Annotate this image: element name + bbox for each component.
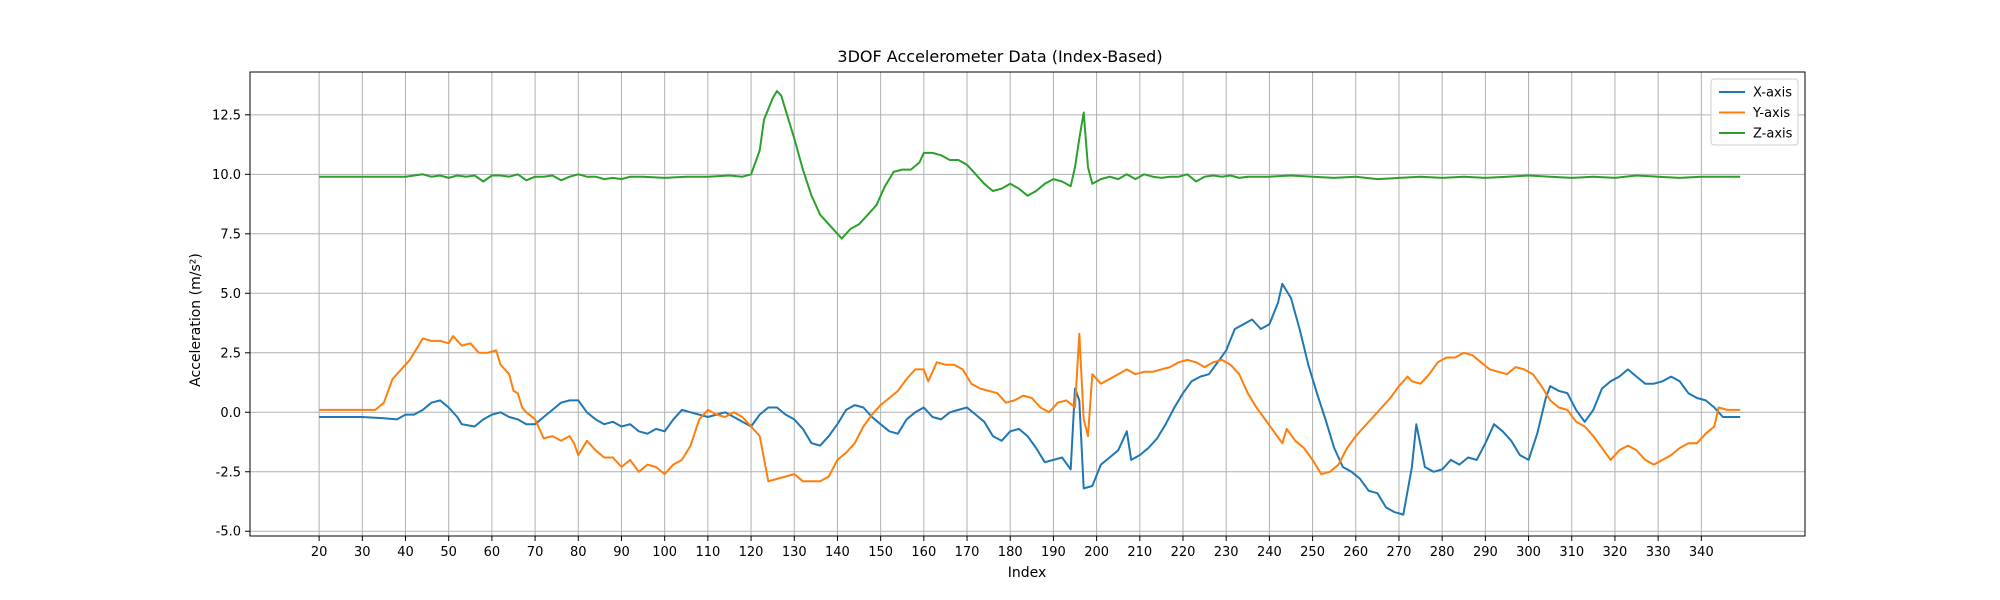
x-tick-label: 260 xyxy=(1343,545,1368,560)
y-tick-label: -2.5 xyxy=(216,465,241,480)
y-tick-label: -5.0 xyxy=(216,525,241,540)
x-tick-label: 250 xyxy=(1300,545,1325,560)
x-tick-label: 240 xyxy=(1257,545,1282,560)
series-line-z-axis xyxy=(319,90,1741,240)
x-tick-label: 330 xyxy=(1646,545,1671,560)
x-tick-label: 80 xyxy=(570,545,587,560)
x-tick-label: 60 xyxy=(484,545,501,560)
x-tick-label: 230 xyxy=(1214,545,1239,560)
x-tick-label: 220 xyxy=(1171,545,1196,560)
legend-label: Z-axis xyxy=(1753,127,1793,142)
x-tick-label: 130 xyxy=(782,545,807,560)
x-tick-label: 200 xyxy=(1084,545,1109,560)
legend-label: Y-axis xyxy=(1752,106,1790,121)
x-tick-label: 340 xyxy=(1689,545,1714,560)
x-tick-label: 320 xyxy=(1603,545,1628,560)
y-tick-label: 0.0 xyxy=(220,406,241,421)
legend: X-axis Y-axis Z-axis xyxy=(1710,78,1799,146)
x-tick-label: 150 xyxy=(868,545,893,560)
y-tick-label: 12.5 xyxy=(212,108,241,123)
x-tick-label: 180 xyxy=(998,545,1023,560)
y-tick-label: 5.0 xyxy=(220,287,241,302)
x-tick-label: 310 xyxy=(1559,545,1584,560)
series-layer xyxy=(319,90,1741,516)
x-tick-label: 100 xyxy=(652,545,677,560)
x-axis-label: Index xyxy=(1008,565,1047,581)
x-tick-label: 90 xyxy=(613,545,630,560)
x-tick-label: 210 xyxy=(1127,545,1152,560)
y-tick-label: 2.5 xyxy=(220,346,241,361)
x-tick-label: 280 xyxy=(1430,545,1455,560)
legend-label: X-axis xyxy=(1753,86,1792,101)
x-tick-label: 160 xyxy=(911,545,936,560)
x-tick-label: 120 xyxy=(739,545,764,560)
y-tick-label: 10.0 xyxy=(212,168,241,183)
plot-frame xyxy=(249,71,1806,537)
x-tick-label: 170 xyxy=(955,545,980,560)
x-tick-label: 50 xyxy=(440,545,457,560)
series-line-x-axis xyxy=(319,282,1741,516)
x-tick-label: 270 xyxy=(1387,545,1412,560)
x-tick-label: 40 xyxy=(397,545,414,560)
x-tick-label: 30 xyxy=(354,545,371,560)
x-tick-label: 190 xyxy=(1041,545,1066,560)
y-axis-label: Acceleration (m/s²) xyxy=(188,253,204,387)
x-tick-label: 290 xyxy=(1473,545,1498,560)
x-tick-label: 110 xyxy=(695,545,720,560)
grid-lines xyxy=(250,72,1805,536)
x-tick-label: 140 xyxy=(825,545,850,560)
y-axis-ticks: -5.0 -2.5 0.0 2.5 5.0 7.5 10.0 12.5 xyxy=(212,108,250,540)
x-axis-ticks: 20 30 40 50 60 70 80 90 100 110 120 130 140 150 160 170… xyxy=(311,536,1714,560)
chart-title: 3DOF Accelerometer Data (Index-Based) xyxy=(837,47,1162,66)
x-tick-label: 70 xyxy=(527,545,544,560)
legend-box xyxy=(1710,78,1799,146)
x-tick-label: 20 xyxy=(311,545,328,560)
series-line-y-axis xyxy=(319,332,1741,483)
y-tick-label: 7.5 xyxy=(220,227,241,242)
x-tick-label: 300 xyxy=(1516,545,1541,560)
